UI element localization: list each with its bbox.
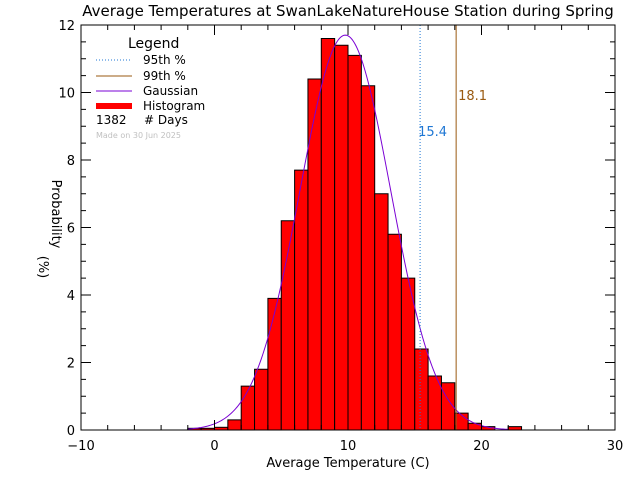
gaussian-curve	[187, 34, 509, 430]
x-axis-label: Average Temperature (C)	[266, 456, 429, 471]
y-axis-label: Probability	[48, 180, 63, 249]
percentile-95-label: 15.4	[418, 125, 447, 140]
histogram-bar	[334, 44, 349, 431]
histogram-bar	[467, 422, 482, 431]
legend-label-gaussian: Gaussian	[143, 84, 198, 98]
x-tick-label: 0	[210, 439, 218, 454]
y-tick-label: 12	[58, 19, 75, 34]
histogram-bar	[267, 297, 282, 431]
histogram-bar	[254, 368, 269, 431]
legend-label-p95: 95th %	[143, 53, 186, 67]
percentile-99-label: 18.1	[458, 89, 487, 104]
y-tick-label: 8	[67, 154, 75, 169]
histogram-bar	[360, 85, 376, 431]
chart-title: Average Temperatures at SwanLakeNatureHo…	[82, 2, 614, 20]
legend-title: Legend	[128, 36, 179, 52]
legend-day-count: 1382	[96, 113, 127, 127]
histogram-bar	[387, 233, 402, 431]
x-tick-label: 20	[473, 439, 490, 454]
legend: Legend 95th % 99th % Gaussian Histogram …	[96, 36, 205, 140]
y-tick-label: 2	[67, 357, 75, 372]
y-tick-label: 0	[67, 424, 75, 439]
x-tick-label: −10	[67, 439, 94, 454]
histogram-bar	[414, 348, 429, 431]
histogram-bar	[374, 193, 389, 431]
histogram-bar	[227, 419, 242, 431]
x-tick-label: 30	[607, 439, 624, 454]
histogram-bar	[307, 78, 322, 431]
histogram-bar	[240, 385, 256, 431]
legend-label-p99: 99th %	[143, 69, 186, 83]
legend-label-histogram: Histogram	[143, 99, 205, 113]
x-tick-label: 10	[340, 439, 357, 454]
histogram-bar	[347, 54, 362, 431]
histogram-bar	[320, 38, 336, 431]
y-tick-label: 10	[58, 87, 75, 102]
credit-text: Made on 30 Jun 2025	[96, 131, 181, 140]
y-axis-unit: (%)	[35, 256, 50, 279]
legend-day-count-label: # Days	[144, 113, 188, 127]
y-tick-label: 4	[67, 289, 75, 304]
histogram-bars	[187, 38, 523, 431]
y-tick-label: 6	[67, 222, 75, 237]
